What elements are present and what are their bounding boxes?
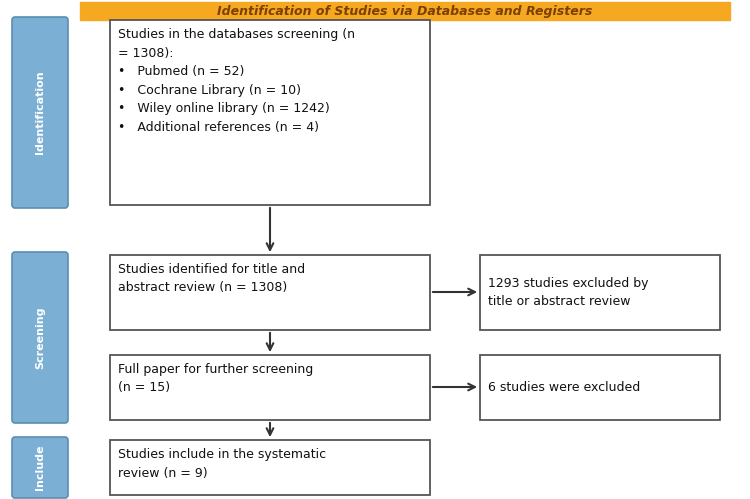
- Text: Studies in the databases screening (n
= 1308):
•   Pubmed (n = 52)
•   Cochrane : Studies in the databases screening (n = …: [118, 28, 355, 134]
- Text: 6 studies were excluded: 6 studies were excluded: [488, 381, 640, 394]
- FancyBboxPatch shape: [12, 252, 68, 423]
- Text: Studies include in the systematic
review (n = 9): Studies include in the systematic review…: [118, 448, 326, 480]
- FancyBboxPatch shape: [12, 437, 68, 498]
- FancyBboxPatch shape: [12, 17, 68, 208]
- Bar: [80, 2, 730, 20]
- Bar: [480, 255, 720, 330]
- Text: Studies identified for title and
abstract review (n = 1308): Studies identified for title and abstrac…: [118, 263, 305, 294]
- Text: Screening: Screening: [35, 306, 45, 369]
- Text: Full paper for further screening
(n = 15): Full paper for further screening (n = 15…: [118, 363, 314, 395]
- Bar: [480, 355, 720, 420]
- Text: Identification of Studies via Databases and Registers: Identification of Studies via Databases …: [217, 4, 592, 17]
- Bar: [110, 440, 430, 495]
- Text: Include: Include: [35, 445, 45, 490]
- Bar: [110, 355, 430, 420]
- Bar: [110, 20, 430, 205]
- Text: Identification: Identification: [35, 71, 45, 154]
- Bar: [110, 255, 430, 330]
- Text: 1293 studies excluded by
title or abstract review: 1293 studies excluded by title or abstra…: [488, 277, 649, 308]
